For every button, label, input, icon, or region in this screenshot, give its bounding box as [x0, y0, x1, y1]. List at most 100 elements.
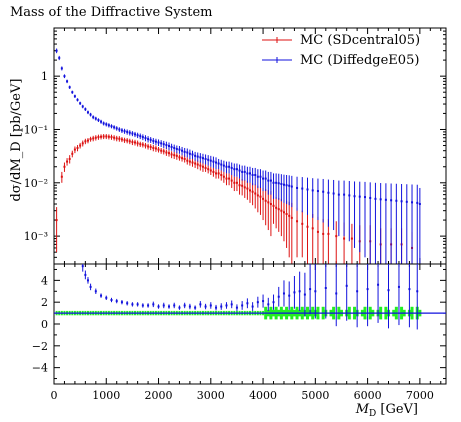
data-point: [183, 150, 186, 153]
ratio-point: [120, 301, 123, 304]
data-point: [379, 198, 382, 201]
data-point: [173, 146, 176, 149]
data-point: [97, 136, 100, 139]
data-point: [81, 105, 84, 108]
data-point: [113, 136, 116, 139]
ratio-point: [366, 288, 369, 291]
data-point: [235, 181, 238, 184]
data-point: [141, 136, 144, 139]
data-point: [157, 148, 160, 151]
data-point: [343, 193, 346, 196]
ratio-point: [126, 302, 129, 305]
ratio-point: [235, 306, 238, 309]
data-point: [79, 144, 82, 147]
data-point: [259, 195, 262, 198]
data-point: [277, 182, 280, 185]
data-point: [215, 172, 218, 175]
data-point: [186, 159, 189, 162]
data-point: [141, 143, 144, 146]
data-point: [139, 135, 142, 138]
data-point: [134, 141, 137, 144]
x-tick-label: 4000: [249, 389, 277, 402]
data-point: [120, 138, 123, 141]
data-point: [369, 196, 372, 199]
data-point: [374, 197, 377, 200]
data-point: [175, 154, 178, 157]
data-point: [254, 192, 257, 195]
main-panel: [53, 27, 447, 265]
ratio-point: [86, 279, 89, 282]
ratio-point: [241, 304, 244, 307]
data-point: [233, 168, 236, 171]
data-point: [201, 165, 204, 168]
data-point: [194, 154, 197, 157]
data-point: [89, 113, 92, 116]
ratio-series-diffedgee05: [81, 264, 419, 330]
data-point: [290, 185, 293, 188]
data-point: [131, 141, 134, 144]
data-point: [94, 136, 97, 139]
data-point: [105, 123, 108, 126]
data-point: [86, 111, 89, 114]
legend-item-sdcentral05: MC (SDcentral05): [262, 33, 420, 48]
data-point: [238, 169, 241, 172]
data-point: [175, 148, 178, 151]
y-tick-label-main: 10⁻³: [24, 230, 48, 243]
ratio-point: [215, 306, 218, 309]
data-point: [199, 156, 202, 159]
data-point: [107, 135, 110, 138]
data-point: [301, 187, 304, 190]
data-point: [110, 136, 113, 139]
data-point: [228, 165, 231, 168]
ratio-point: [147, 304, 150, 307]
data-point: [191, 161, 194, 164]
data-point: [222, 175, 225, 178]
data-point: [154, 140, 157, 143]
data-point: [222, 164, 225, 167]
data-point: [81, 142, 84, 145]
data-point: [228, 177, 231, 180]
legend-item-diffedgee05: MC (DiffedgeE05): [262, 53, 419, 68]
data-point: [285, 212, 288, 215]
x-tick-label: 2000: [145, 389, 173, 402]
data-point: [411, 201, 414, 204]
x-tick-label: 7000: [406, 389, 434, 402]
ratio-point: [397, 285, 400, 288]
x-tick-label: 6000: [354, 389, 382, 402]
y-tick-label-main: 10⁻²: [24, 177, 48, 190]
ratio-point: [157, 305, 160, 308]
data-point: [147, 145, 150, 148]
data-point: [188, 160, 191, 163]
ratio-point: [345, 284, 348, 287]
data-point: [94, 117, 97, 120]
data-point: [97, 119, 100, 122]
x-axis-label: MD [GeV]: [355, 402, 418, 419]
data-point: [256, 175, 259, 178]
data-point: [160, 149, 163, 152]
data-point: [60, 67, 63, 70]
data-point: [60, 175, 63, 178]
ratio-point: [167, 305, 170, 308]
data-point: [353, 195, 356, 198]
data-point: [335, 235, 338, 238]
ratio-point: [303, 293, 306, 296]
ratio-point: [194, 306, 197, 309]
ratio-point: [209, 304, 212, 307]
data-point: [63, 75, 66, 78]
data-point: [246, 172, 249, 175]
data-point: [296, 186, 299, 189]
ratio-point: [293, 291, 296, 294]
ratio-point: [136, 303, 139, 306]
ratio-point: [199, 303, 202, 306]
data-point: [152, 139, 155, 142]
ratio-point: [267, 303, 270, 306]
y-tick-label-ratio: 0: [41, 318, 48, 331]
data-point: [306, 188, 309, 191]
data-point: [149, 138, 152, 141]
data-point: [128, 131, 131, 134]
data-point: [107, 124, 110, 127]
x-tick-label: 1000: [92, 389, 120, 402]
data-point: [280, 182, 283, 185]
data-point: [316, 190, 319, 193]
